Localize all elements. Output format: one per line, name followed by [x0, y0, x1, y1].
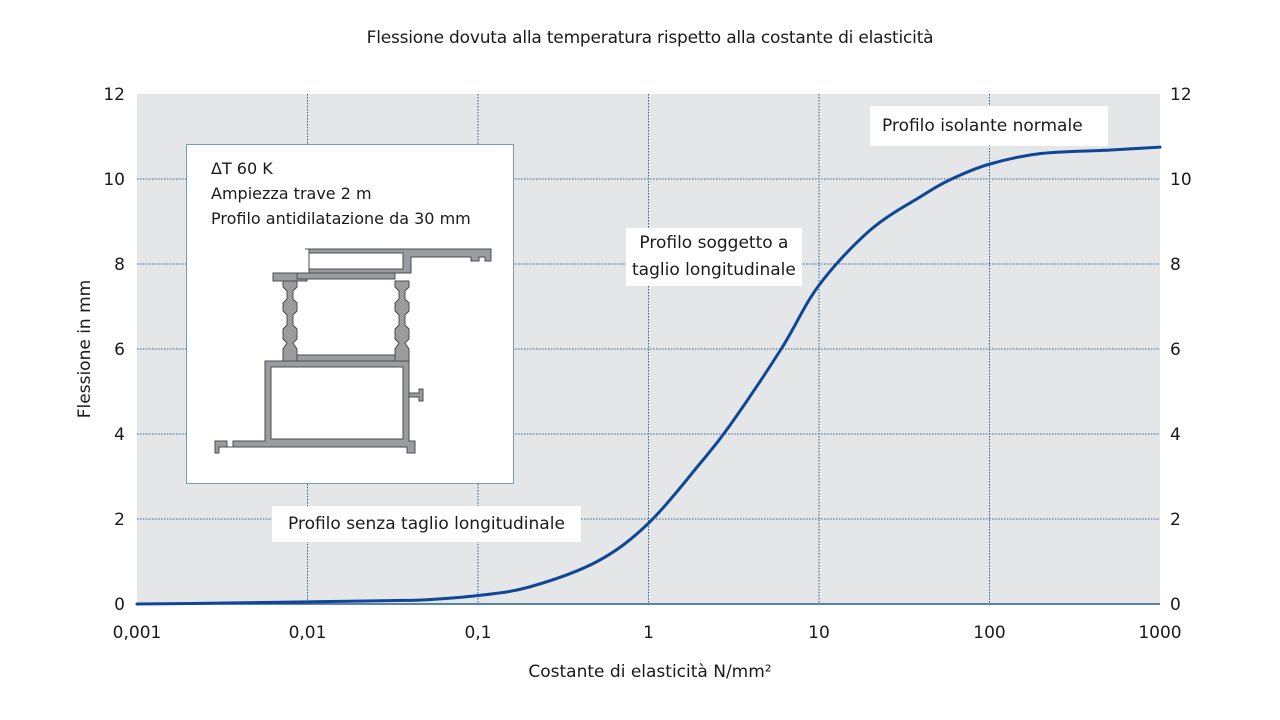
- chart-title: Flessione dovuta alla temperatura rispet…: [366, 28, 934, 48]
- y-tick-label-right: 0: [1170, 595, 1181, 615]
- profile-cross-section-diagram: [214, 248, 492, 454]
- x-tick-label: 0,001: [113, 623, 162, 643]
- y-tick-label-right: 4: [1170, 425, 1181, 445]
- x-tick-label: 0,1: [464, 623, 491, 643]
- y-tick-label-right: 8: [1170, 255, 1181, 275]
- inset-delta-t: ΔT 60 K: [211, 159, 273, 178]
- inset-beam-span: Ampiezza trave 2 m: [211, 184, 372, 203]
- y-tick-label: 10: [103, 170, 125, 190]
- x-tick-label: 1000: [1138, 623, 1181, 643]
- x-tick-label: 10: [808, 623, 830, 643]
- x-axis-ticks: 0,001 0,01 0,1 1 10 100 1000: [113, 623, 1182, 643]
- y-tick-label: 0: [114, 595, 125, 615]
- label-text-line2: taglio longitudinale: [632, 260, 796, 280]
- y-axis-label: Flessione in mm: [75, 280, 95, 418]
- label-profilo-isolante-normale: Profilo isolante normale: [870, 106, 1108, 146]
- label-text-line1: Profilo soggetto a: [639, 233, 789, 253]
- y-tick-label: 6: [114, 340, 125, 360]
- y-tick-label: 12: [103, 85, 125, 105]
- y-axis-right-ticks: 0 2 4 6 8 10 12: [1170, 85, 1192, 615]
- y-tick-label-right: 2: [1170, 510, 1181, 530]
- deflection-curve: [135, 145, 1162, 606]
- y-tick-label-right: 12: [1170, 85, 1192, 105]
- inset-info-box: ΔT 60 K Ampiezza trave 2 m Profilo antid…: [186, 144, 514, 484]
- x-tick-label: 100: [973, 623, 1005, 643]
- y-tick-label-right: 10: [1170, 170, 1192, 190]
- y-tick-label-right: 6: [1170, 340, 1181, 360]
- x-tick-label: 0,01: [289, 623, 327, 643]
- x-axis-label: Costante di elasticità N/mm²: [528, 662, 771, 682]
- y-tick-label: 8: [114, 255, 125, 275]
- x-tick-label: 1: [643, 623, 654, 643]
- y-tick-label: 2: [114, 510, 125, 530]
- label-profilo-taglio-longitudinale: Profilo soggetto a taglio longitudinale: [626, 228, 802, 286]
- label-text: Profilo senza taglio longitudinale: [288, 514, 565, 534]
- y-tick-label: 4: [114, 425, 125, 445]
- label-text: Profilo isolante normale: [882, 116, 1083, 136]
- label-profilo-senza-taglio: Profilo senza taglio longitudinale: [272, 506, 581, 542]
- inset-profile: Profilo antidilatazione da 30 mm: [211, 209, 471, 228]
- y-axis-left-ticks: 0 2 4 6 8 10 12: [103, 85, 125, 615]
